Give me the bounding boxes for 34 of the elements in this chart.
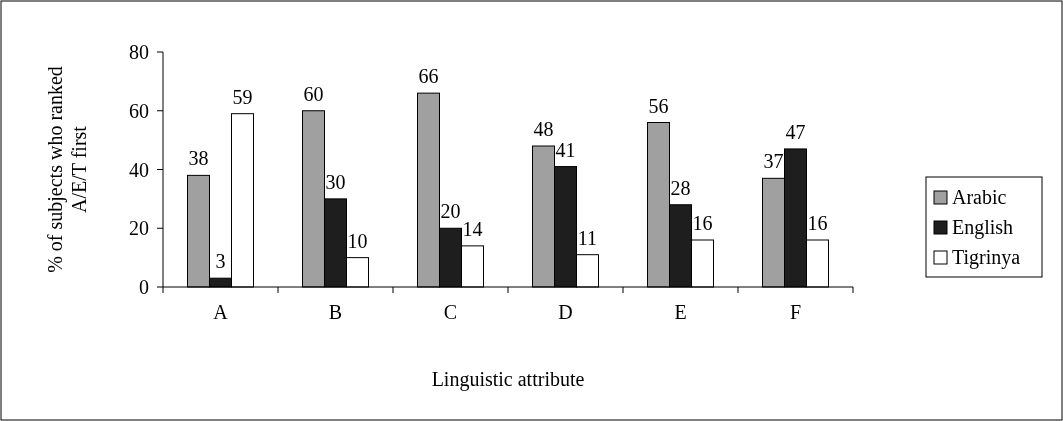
x-tick-label: D: [558, 301, 573, 323]
y-tick-label: 80: [129, 41, 149, 63]
data-label: 47: [785, 120, 806, 143]
x-tick-label: A: [213, 301, 229, 323]
data-label: 37: [763, 150, 784, 173]
x-axis-title: Linguistic attribute: [431, 368, 585, 391]
data-label: 16: [692, 212, 713, 234]
legend-label: Tigrinya: [952, 246, 1021, 269]
data-label: 20: [440, 200, 461, 223]
y-tick-label: 40: [129, 158, 149, 181]
legend-label: English: [952, 216, 1014, 239]
y-tick-label: 60: [129, 99, 149, 122]
data-label: 41: [555, 138, 576, 161]
data-label: 14: [462, 217, 483, 240]
data-label: 56: [648, 94, 669, 117]
legend-label: Arabic: [952, 186, 1007, 208]
data-label: 11: [577, 226, 598, 249]
data-label: 38: [188, 147, 209, 170]
data-label: 66: [418, 65, 439, 88]
x-tick-label: E: [674, 301, 687, 323]
x-tick-label: C: [443, 301, 458, 323]
data-label: 48: [533, 118, 554, 140]
data-label: 3: [215, 250, 226, 273]
data-label: 28: [670, 176, 691, 199]
y-tick-label: 0: [139, 276, 149, 298]
data-label: 16: [807, 212, 828, 234]
data-label: 30: [325, 170, 346, 193]
x-tick-label: F: [789, 301, 802, 323]
data-label: 10: [347, 229, 368, 252]
data-label: 59: [232, 85, 253, 108]
data-label: 60: [303, 82, 324, 105]
y-tick-label: 20: [129, 217, 149, 240]
y-axis-title: % of subjects who ranked A/E/T first: [44, 66, 90, 273]
x-tick-label: B: [328, 301, 343, 323]
